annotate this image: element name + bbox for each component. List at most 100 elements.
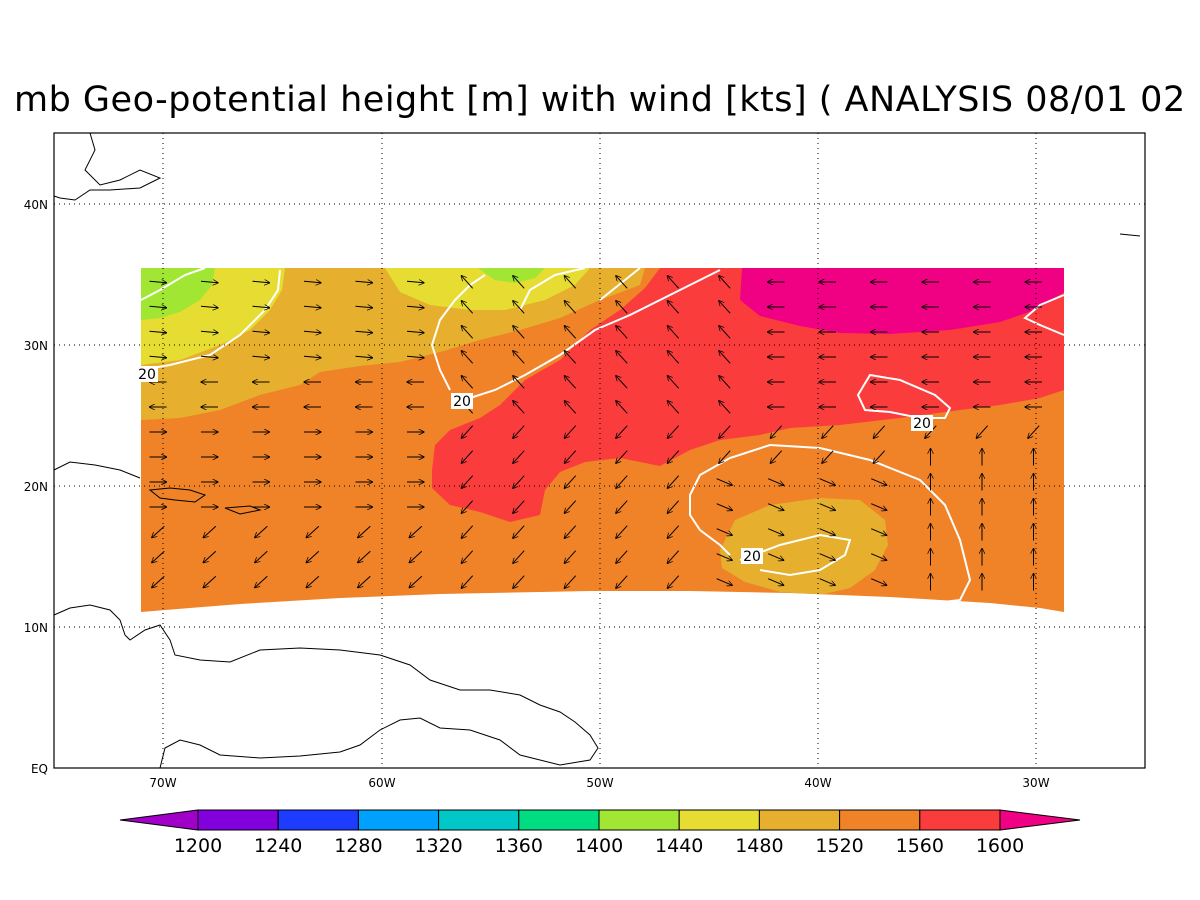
colorbar-swatch xyxy=(357,809,440,831)
wind-arrow xyxy=(616,500,628,514)
wind-arrow xyxy=(564,550,577,564)
wind-arrow xyxy=(513,575,525,589)
wind-arrow xyxy=(200,356,218,358)
colorbar-swatch xyxy=(197,809,279,831)
wind-arrow xyxy=(564,450,577,464)
wind-arrow xyxy=(719,450,731,464)
wind-arrow xyxy=(716,503,733,511)
coast-bermuda xyxy=(1119,233,1141,237)
wind-arrow xyxy=(716,578,733,586)
wind-arrow xyxy=(667,326,680,339)
wind-arrow xyxy=(513,401,525,414)
wind-arrow xyxy=(152,575,165,587)
plot-frame xyxy=(53,132,1146,769)
wind-arrow xyxy=(252,281,270,283)
coast-us-northeast xyxy=(53,132,162,201)
colorbar-label: 1520 xyxy=(815,835,863,857)
colorbar-label: 1280 xyxy=(334,835,382,857)
isotach-ne xyxy=(1023,294,1065,336)
wind-arrow xyxy=(513,326,525,339)
wind-arrow xyxy=(564,376,577,389)
colorbar: 1200 1240 1280 1320 1360 1400 1440 1480 1520 1560… xyxy=(119,809,1081,857)
wind-arrow xyxy=(719,376,731,389)
colorbar-label: 1600 xyxy=(976,835,1024,857)
colorbar-swatch xyxy=(438,809,520,831)
wind-arrow xyxy=(667,425,680,439)
wind-arrow xyxy=(871,553,887,561)
wind-vectors xyxy=(149,276,1042,591)
wind-arrow xyxy=(616,276,628,289)
wind-arrow xyxy=(200,281,218,283)
wind-arrow xyxy=(768,478,784,486)
wind-arrow xyxy=(616,450,628,464)
wind-arrow xyxy=(716,528,733,536)
wind-arrow xyxy=(149,281,167,283)
wind-arrow xyxy=(770,450,783,464)
wind-arrow xyxy=(871,578,887,586)
colorbar-label: 1400 xyxy=(575,835,623,857)
wind-arrow xyxy=(716,553,733,561)
wind-arrow xyxy=(355,331,373,333)
wind-arrow xyxy=(355,306,373,308)
wind-arrow xyxy=(255,525,268,537)
wind-arrow xyxy=(768,553,784,561)
wind-arrow xyxy=(406,281,424,283)
wind-arrow xyxy=(306,525,320,537)
wind-arrow xyxy=(871,503,887,511)
wind-arrow xyxy=(255,575,268,587)
wind-arrow xyxy=(564,425,577,439)
wind-arrow xyxy=(616,550,628,564)
wind-arrow xyxy=(976,425,989,439)
height-1480-n xyxy=(385,268,590,310)
wind-arrow xyxy=(667,401,680,414)
lon-axis: 70W 60W 50W 40W 30W xyxy=(149,776,1049,790)
lon-label: 60W xyxy=(368,776,395,790)
wind-arrow xyxy=(355,356,373,358)
wind-arrow xyxy=(200,331,218,333)
wind-arrow xyxy=(667,500,680,514)
wind-arrow xyxy=(513,450,525,464)
wind-arrow xyxy=(200,306,218,308)
wind-arrow xyxy=(513,351,525,364)
colorbar-label: 1240 xyxy=(254,835,302,857)
isotach-south-loop xyxy=(689,443,972,604)
wind-arrow xyxy=(461,450,474,464)
wind-arrow xyxy=(871,478,887,486)
wind-arrow xyxy=(513,550,525,564)
wind-arrow xyxy=(925,425,937,439)
wind-arrow xyxy=(564,500,577,514)
wind-arrow xyxy=(461,475,474,489)
wind-arrow xyxy=(1028,425,1040,439)
wind-arrow xyxy=(719,351,731,364)
wind-arrow xyxy=(564,326,577,339)
wind-arrow xyxy=(716,478,733,486)
wind-arrow xyxy=(406,356,424,358)
wind-arrow xyxy=(564,401,577,414)
wind-arrow xyxy=(667,450,680,464)
wind-arrow xyxy=(819,528,836,536)
wind-arrow xyxy=(768,578,784,586)
colorbar-arrow-right xyxy=(999,809,1081,831)
wind-arrow xyxy=(564,301,577,314)
wind-arrow xyxy=(461,326,474,339)
height-1440-n xyxy=(478,268,545,283)
wind-arrow xyxy=(252,356,270,358)
isotach-south-inner xyxy=(739,533,852,577)
wind-arrow xyxy=(149,306,167,308)
colorbar-label: 1320 xyxy=(414,835,462,857)
wind-arrow xyxy=(303,306,321,308)
lon-label: 50W xyxy=(586,776,613,790)
wind-arrow xyxy=(149,356,167,358)
wind-arrow xyxy=(871,528,887,536)
wind-arrow xyxy=(358,525,371,537)
height-field xyxy=(141,268,1064,612)
wind-arrow xyxy=(461,425,474,439)
wind-arrow xyxy=(513,425,525,439)
wind-arrow xyxy=(873,450,886,464)
wind-arrow xyxy=(513,276,525,289)
wind-arrow xyxy=(461,525,474,539)
wind-arrow xyxy=(358,550,371,562)
wind-arrow xyxy=(303,281,321,283)
colorbar-label: 1360 xyxy=(495,835,543,857)
